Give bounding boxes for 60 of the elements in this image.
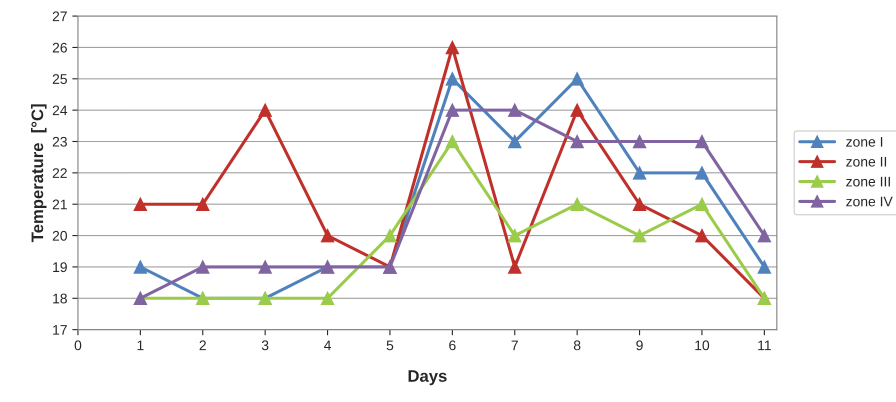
point bbox=[446, 40, 460, 54]
y-tick-label: 27 bbox=[52, 11, 67, 22]
point bbox=[320, 292, 334, 306]
y-tick-label: 17 bbox=[53, 325, 67, 335]
point bbox=[508, 103, 522, 117]
point bbox=[508, 260, 522, 274]
point bbox=[570, 103, 584, 117]
point bbox=[383, 228, 397, 242]
y-tick-label: 24 bbox=[52, 105, 68, 116]
point bbox=[570, 72, 584, 86]
y-tick-label: 18 bbox=[53, 294, 67, 304]
point bbox=[134, 260, 148, 274]
point bbox=[695, 134, 709, 148]
point bbox=[695, 197, 709, 211]
point bbox=[632, 228, 646, 242]
y-tick-label: 26 bbox=[52, 42, 67, 53]
point bbox=[134, 197, 148, 211]
point bbox=[446, 134, 460, 148]
point bbox=[632, 134, 646, 148]
point bbox=[758, 260, 772, 274]
legend-label: zone IV bbox=[846, 196, 893, 206]
x-tick-label: 3 bbox=[262, 340, 268, 350]
point bbox=[196, 197, 210, 211]
y-axis-title: Temperature [°C] bbox=[30, 104, 47, 242]
point bbox=[632, 197, 646, 211]
point bbox=[508, 228, 522, 242]
x-tick-label: 1 bbox=[138, 340, 144, 350]
point bbox=[258, 103, 272, 117]
point bbox=[196, 260, 210, 274]
y-tick-label: 25 bbox=[52, 74, 67, 84]
point bbox=[695, 228, 709, 242]
point bbox=[570, 197, 584, 211]
point bbox=[758, 228, 772, 242]
x-tick-label: 7 bbox=[512, 340, 518, 350]
legend-label: zone III bbox=[846, 176, 890, 187]
point bbox=[258, 260, 272, 274]
y-tick-label: 20 bbox=[52, 230, 67, 241]
point bbox=[508, 134, 522, 148]
x-tick-label: 10 bbox=[695, 340, 710, 350]
point bbox=[570, 134, 584, 148]
x-tick-label: 4 bbox=[324, 340, 332, 350]
y-tick-label: 19 bbox=[53, 262, 67, 272]
point bbox=[446, 103, 460, 117]
x-tick-label: 0 bbox=[74, 340, 82, 350]
point bbox=[446, 72, 460, 86]
x-axis-title: Days bbox=[408, 370, 447, 386]
legend-label: zone I bbox=[846, 137, 882, 147]
x-tick-label: 2 bbox=[200, 340, 206, 350]
x-tick-label: 6 bbox=[449, 340, 456, 350]
point bbox=[320, 228, 334, 242]
x-tick-label: 11 bbox=[758, 340, 771, 350]
y-tick-label: 22 bbox=[52, 168, 67, 178]
point bbox=[632, 166, 646, 180]
legend-label: zone II bbox=[846, 156, 886, 167]
x-tick-label: 5 bbox=[386, 340, 394, 350]
x-tick-label: 8 bbox=[574, 340, 580, 350]
x-tick-label: 9 bbox=[636, 340, 643, 350]
point bbox=[695, 166, 709, 180]
y-tick-label: 21 bbox=[52, 200, 67, 210]
y-tick-label: 23 bbox=[52, 136, 67, 147]
